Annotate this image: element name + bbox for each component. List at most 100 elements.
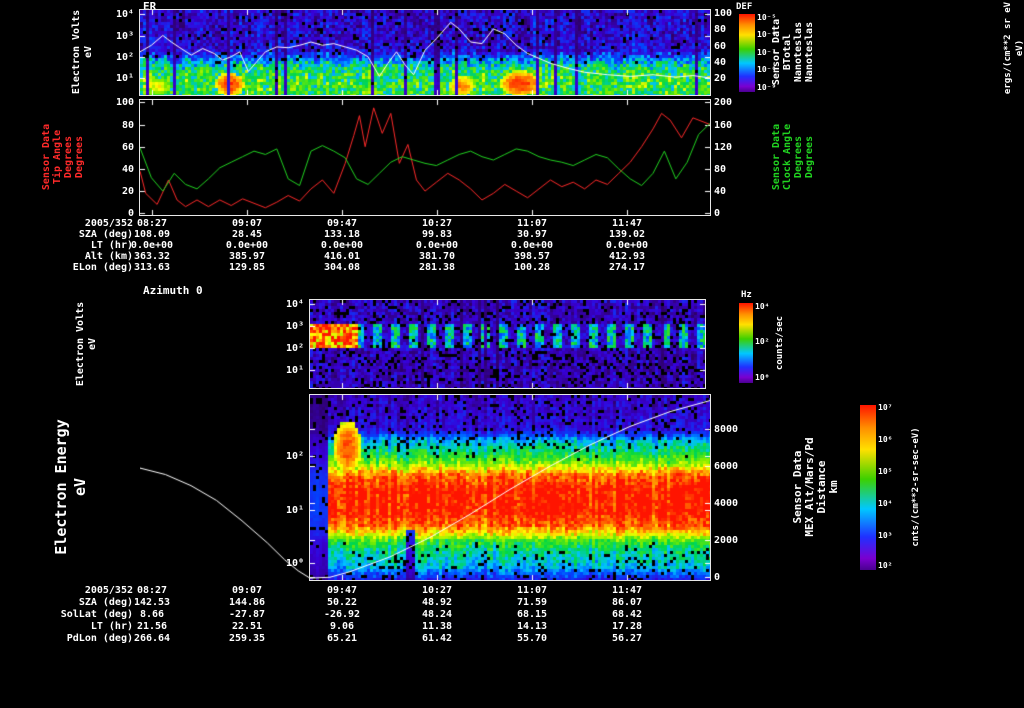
azimuth-yaxis-tick: 10² — [285, 343, 304, 355]
er-yaxis-tick: 10⁴ — [115, 9, 134, 21]
distance-axis-tick: 8000 — [714, 424, 739, 436]
er-table-row-label: LT (hr) — [90, 240, 133, 251]
mex-table-cell: 09:47 — [326, 585, 358, 596]
flux-colorbar-tick: 10⁶ — [878, 434, 893, 444]
angles-left-tick: 20 — [121, 186, 134, 198]
er-table-cell: 28.45 — [231, 229, 263, 240]
mex-table-cell: 11:07 — [516, 585, 548, 596]
mex-table-cell: 61.42 — [421, 633, 453, 644]
er-right-axis-tick: 40 — [714, 56, 727, 68]
mex-table-cell: 22.51 — [231, 621, 263, 632]
flux-colorbar-tick: 10⁵ — [878, 467, 893, 476]
er-table-row-label: Alt (km) — [84, 251, 133, 262]
mex-table-cell: 65.21 — [326, 633, 358, 644]
er-table-cell: 09:47 — [326, 218, 358, 229]
hz-colorbar-tick: 10⁴ — [755, 302, 770, 312]
distance-axis-tick: 4000 — [714, 498, 739, 510]
mex-table-cell: 266.64 — [133, 633, 171, 644]
angles-right-tick: 40 — [714, 186, 727, 198]
mex-table-cell: 71.59 — [516, 597, 548, 608]
er-table-row-label: SZA (deg) — [78, 229, 133, 240]
mex-table-cell: 17.28 — [611, 621, 643, 632]
er-table-row-label: 2005/352 — [84, 218, 133, 229]
mex-table-cell: 50.22 — [326, 597, 358, 608]
er-table-cell: 10:27 — [421, 218, 453, 229]
angles-right-tick: 80 — [714, 164, 727, 175]
mex-table-row-label: SolLat (deg) — [60, 609, 133, 620]
angles-left-tick: 40 — [121, 164, 134, 175]
azimuth-yaxis-tick: 10³ — [285, 321, 304, 333]
angles-right-tick: 160 — [714, 119, 733, 131]
mex-table-cell: 14.13 — [516, 621, 548, 632]
flux-colorbar-tick: 10³ — [878, 531, 893, 541]
er-table-cell: 99.83 — [421, 229, 453, 240]
azimuth-yaxis-label: Electron Volts eV — [75, 301, 98, 387]
er-table-cell: 11:47 — [611, 218, 643, 229]
mex-table-row-label: PdLon (deg) — [66, 633, 133, 644]
er-yaxis-tick: 10¹ — [115, 73, 134, 84]
er-table-cell: 363.32 — [133, 251, 171, 262]
er-table-cell: 0.0e+00 — [510, 240, 554, 251]
er-table-cell: 108.09 — [133, 229, 171, 240]
er-table-cell: 313.63 — [133, 262, 171, 273]
mex-table-cell: 259.35 — [228, 633, 266, 644]
er-table-cell: 133.18 — [323, 229, 361, 240]
er-table-cell: 412.93 — [608, 251, 646, 262]
er-table-cell: 281.38 — [418, 262, 456, 273]
er-right-axis-tick: 60 — [714, 40, 727, 52]
mex-table-cell: 86.07 — [611, 597, 643, 608]
angles-left-tick: 100 — [115, 97, 134, 109]
azimuth-spectrogram-canvas — [309, 299, 706, 389]
flux-colorbar-tick: 10² — [878, 561, 893, 571]
energy-yaxis-tick: 10¹ — [285, 504, 304, 516]
mex-table-cell: 08:27 — [136, 585, 168, 596]
hz-colorbar — [739, 303, 753, 383]
mex-table-row-label: 2005/352 — [84, 585, 133, 596]
clock-angle-axis-label: Sensor Data Clock Angle Degrees Degrees — [771, 123, 815, 191]
mex-table-cell: -27.87 — [228, 609, 266, 620]
def-colorbar-tick: 10⁻⁵ — [757, 13, 777, 23]
er-yaxis-label: Electron Volts eV — [71, 9, 94, 95]
mex-table-cell: 56.27 — [611, 633, 643, 644]
mex-table-cell: 21.56 — [136, 621, 168, 632]
angles-right-tick: 0 — [714, 208, 721, 220]
er-table-cell: 416.01 — [323, 251, 361, 262]
distance-axis-tick: 0 — [714, 572, 721, 584]
er-table-cell: 129.85 — [228, 262, 266, 273]
flux-colorbar-tick: 10⁴ — [878, 499, 893, 509]
er-table-cell: 381.70 — [418, 251, 456, 262]
def-colorbar-title: DEF — [736, 2, 753, 12]
er-right-axis-tick: 20 — [714, 73, 727, 84]
hz-colorbar-tick: 10² — [755, 337, 770, 347]
er-right-axis-tick: 80 — [714, 23, 727, 35]
def-colorbar-tick: 10⁻⁶ — [757, 30, 777, 40]
def-colorbar-unit: ergs/(cm**2 sr eV eV) — [1003, 1, 1024, 95]
hz-colorbar-title: Hz — [741, 290, 752, 300]
er-table-cell: 385.97 — [228, 251, 266, 262]
mex-table-cell: 8.66 — [139, 609, 165, 620]
mex-table-cell: 48.24 — [421, 609, 453, 620]
mex-table-cell: 55.70 — [516, 633, 548, 644]
mex-table-cell: 68.15 — [516, 609, 548, 620]
er-table-cell: 139.02 — [608, 229, 646, 240]
er-table-cell: 08:27 — [136, 218, 168, 229]
mex-table-cell: 68.42 — [611, 609, 643, 620]
er-panel-title: ER — [143, 0, 157, 13]
er-table-cell: 0.0e+00 — [320, 240, 364, 251]
er-right-axis-label: Sensor Data BTotal Nanoteslas Nanoteslas — [771, 18, 815, 86]
mex-table-cell: 144.86 — [228, 597, 266, 608]
mex-table-row-label: LT (hr) — [90, 621, 133, 632]
er-yaxis-tick: 10² — [115, 51, 134, 63]
mex-table-cell: 11.38 — [421, 621, 453, 632]
energy-yaxis-tick: 10² — [285, 451, 304, 463]
mex-table-row-label: SZA (deg) — [78, 597, 133, 608]
mex-table-cell: 9.06 — [329, 621, 355, 632]
mex-table-cell: 09:07 — [231, 585, 263, 596]
er-table-cell: 0.0e+00 — [225, 240, 269, 251]
distance-axis-tick: 6000 — [714, 461, 739, 473]
er-table-row-label: ELon (deg) — [72, 262, 133, 273]
mex-table-cell: -26.92 — [323, 609, 361, 620]
flux-colorbar-tick: 10⁷ — [878, 402, 893, 412]
distance-axis-label: Sensor Data MEX Alt/Mars/Pd Distance km — [791, 437, 840, 537]
